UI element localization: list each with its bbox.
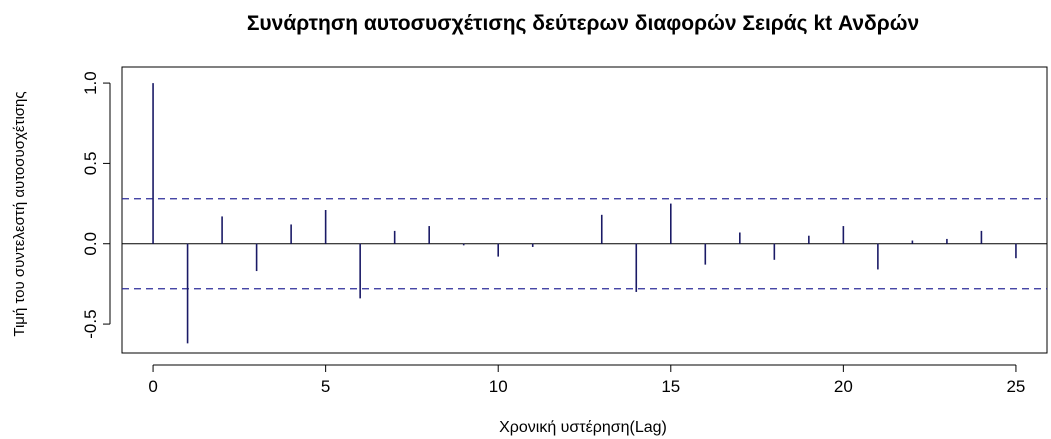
- x-axis-label: Χρονική υστέρηση(Lag): [499, 419, 667, 436]
- y-tick-label: -0.5: [81, 309, 100, 338]
- x-tick-label: 25: [1006, 377, 1025, 396]
- plot-frame: [121, 66, 1048, 354]
- x-tick-label: 20: [834, 377, 853, 396]
- x-tick-label: 10: [489, 377, 508, 396]
- chart-title: Συνάρτηση αυτοσυσχέτισης δεύτερων διαφορ…: [247, 12, 919, 35]
- x-tick-label: 15: [661, 377, 680, 396]
- y-axis-label: Τιμή του συντελεστή αυτοσυσχέτισης: [11, 91, 28, 336]
- x-tick-label: 0: [148, 377, 157, 396]
- y-tick-label: 1.0: [81, 71, 100, 95]
- y-tick-label: 0.0: [81, 232, 100, 256]
- x-tick-label: 5: [321, 377, 330, 396]
- y-tick-label: 0.5: [81, 152, 100, 176]
